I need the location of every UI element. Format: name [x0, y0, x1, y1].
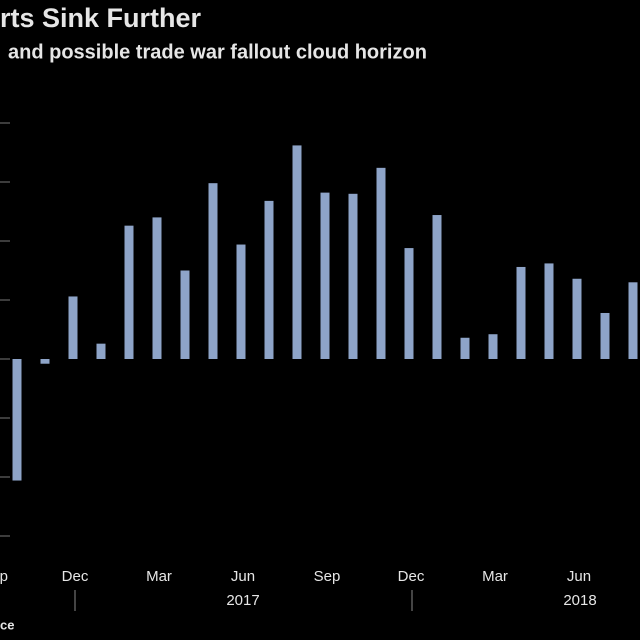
x-tick-label: p	[0, 568, 8, 585]
bar	[12, 359, 22, 481]
x-tick-label: Sep	[314, 568, 341, 585]
year-label: 2017	[226, 592, 259, 609]
bar	[544, 263, 554, 359]
chart-title: rts Sink Further	[0, 3, 202, 33]
bar	[600, 312, 610, 359]
bar	[68, 296, 78, 359]
chart-subtitle: and possible trade war fallout cloud hor…	[8, 41, 427, 63]
bar	[628, 282, 638, 359]
x-tick-label: Mar	[482, 568, 508, 585]
bar	[236, 244, 246, 359]
bar	[208, 183, 218, 359]
bar	[488, 334, 498, 359]
x-tick-label: Dec	[398, 568, 425, 585]
x-tick-label: Jun	[231, 568, 255, 585]
x-tick-label: Dec	[62, 568, 89, 585]
bar	[516, 266, 526, 359]
bar	[152, 217, 162, 359]
bar	[96, 343, 106, 359]
bar	[40, 359, 50, 364]
bar	[180, 270, 190, 359]
bar	[264, 200, 274, 359]
x-tick-label: Mar	[146, 568, 172, 585]
bar	[404, 248, 414, 359]
source: ce	[0, 617, 14, 632]
x-tick-label: Jun	[567, 568, 591, 585]
year-label: 2018	[563, 592, 596, 609]
bar	[348, 193, 358, 359]
bar	[432, 215, 442, 359]
bar	[124, 225, 134, 359]
bar	[572, 278, 582, 359]
bar	[292, 145, 302, 359]
bar	[320, 192, 330, 359]
bar	[376, 167, 386, 359]
bar	[460, 337, 470, 359]
